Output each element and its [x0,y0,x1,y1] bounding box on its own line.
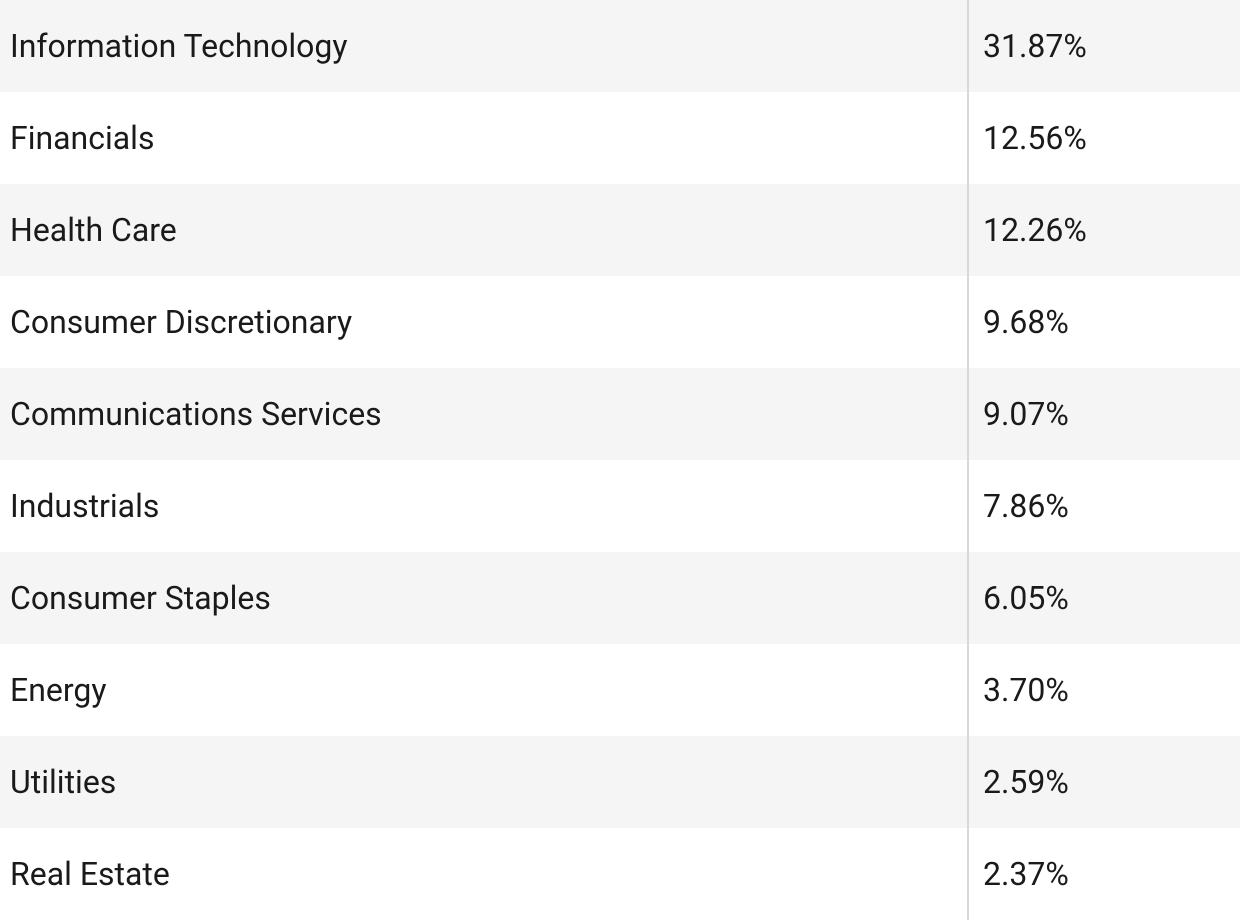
sector-label: Financials [0,92,969,184]
sector-value: 3.70% [969,644,1240,736]
sector-label: Real Estate [0,828,969,920]
sector-value: 12.26% [969,184,1240,276]
sector-value: 31.87% [969,0,1240,92]
table-row: Energy 3.70% [0,644,1240,736]
sector-value: 9.68% [969,276,1240,368]
table-row: Real Estate 2.37% [0,828,1240,920]
table-row: Health Care 12.26% [0,184,1240,276]
sector-label: Industrials [0,460,969,552]
sector-label: Energy [0,644,969,736]
table-row: Communications Services 9.07% [0,368,1240,460]
sector-value: 6.05% [969,552,1240,644]
sector-label: Utilities [0,736,969,828]
table-row: Information Technology 31.87% [0,0,1240,92]
table-row: Consumer Discretionary 9.68% [0,276,1240,368]
sector-label: Communications Services [0,368,969,460]
table-row: Industrials 7.86% [0,460,1240,552]
sector-value: 9.07% [969,368,1240,460]
sector-value: 2.59% [969,736,1240,828]
table-row: Utilities 2.59% [0,736,1240,828]
sector-value: 2.37% [969,828,1240,920]
sector-label: Consumer Discretionary [0,276,969,368]
sector-allocation-table: Information Technology 31.87% Financials… [0,0,1240,920]
sector-label: Consumer Staples [0,552,969,644]
sector-label: Health Care [0,184,969,276]
table-row: Consumer Staples 6.05% [0,552,1240,644]
sector-value: 12.56% [969,92,1240,184]
sector-value: 7.86% [969,460,1240,552]
table-row: Financials 12.56% [0,92,1240,184]
sector-label: Information Technology [0,0,969,92]
